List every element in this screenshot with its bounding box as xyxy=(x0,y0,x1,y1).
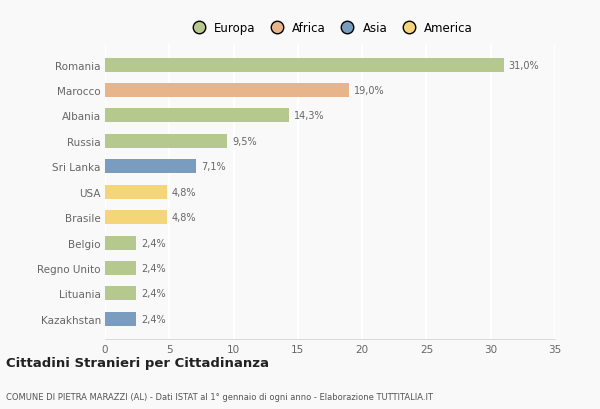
Bar xyxy=(105,287,136,301)
Text: Cittadini Stranieri per Cittadinanza: Cittadini Stranieri per Cittadinanza xyxy=(6,356,269,369)
Bar xyxy=(105,236,136,250)
Text: 9,5%: 9,5% xyxy=(232,137,257,146)
Text: 2,4%: 2,4% xyxy=(141,314,166,324)
Bar xyxy=(105,261,136,275)
Text: 2,4%: 2,4% xyxy=(141,238,166,248)
Bar xyxy=(105,185,167,199)
Bar xyxy=(105,109,289,123)
Text: 19,0%: 19,0% xyxy=(355,86,385,96)
Text: COMUNE DI PIETRA MARAZZI (AL) - Dati ISTAT al 1° gennaio di ogni anno - Elaboraz: COMUNE DI PIETRA MARAZZI (AL) - Dati IST… xyxy=(6,392,433,401)
Bar xyxy=(105,211,167,225)
Text: 14,3%: 14,3% xyxy=(294,111,325,121)
Text: 2,4%: 2,4% xyxy=(141,289,166,299)
Text: 4,8%: 4,8% xyxy=(172,213,196,222)
Text: 31,0%: 31,0% xyxy=(509,61,539,70)
Bar xyxy=(105,312,136,326)
Text: 7,1%: 7,1% xyxy=(202,162,226,172)
Bar xyxy=(105,84,349,98)
Bar xyxy=(105,135,227,148)
Text: 2,4%: 2,4% xyxy=(141,263,166,273)
Text: 4,8%: 4,8% xyxy=(172,187,196,197)
Legend: Europa, Africa, Asia, America: Europa, Africa, Asia, America xyxy=(182,17,478,39)
Bar xyxy=(105,58,503,72)
Bar xyxy=(105,160,196,174)
